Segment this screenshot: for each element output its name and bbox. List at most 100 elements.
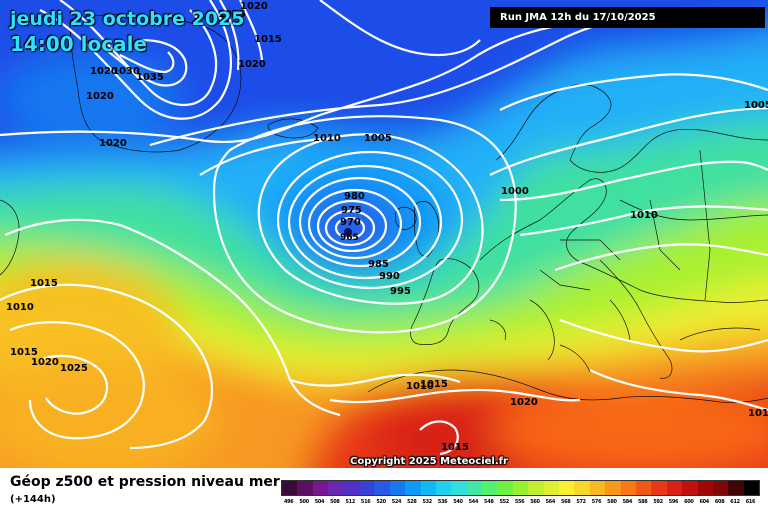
legend-swatch	[666, 481, 683, 495]
forecast-range: (+144h)	[10, 494, 56, 505]
legend-swatch	[405, 481, 421, 495]
isobar-label: 985	[368, 259, 389, 270]
isobar-label: 1005	[744, 100, 768, 111]
isobar-label: 1025	[60, 363, 88, 374]
legend-label: 524	[391, 499, 402, 505]
isobar-label: 1015	[748, 408, 768, 419]
legend-label: 544	[468, 499, 479, 505]
legend-swatch	[728, 481, 744, 495]
isobar-label: 1020	[90, 66, 118, 77]
legend-label: 536	[437, 499, 448, 505]
isobar-label: 990	[379, 271, 400, 282]
isobar-labels: 1020 1015 1015 1020 1020 1030 1035 1020 …	[6, 1, 768, 453]
legend-label: 516	[360, 499, 371, 505]
isobar-label: 1010	[630, 210, 658, 221]
legend-swatch	[343, 481, 359, 495]
legend-swatch	[497, 481, 513, 495]
legend-swatch	[559, 481, 575, 495]
legend-label: 572	[576, 499, 586, 505]
legend-label: 608	[714, 499, 725, 505]
legend-label: 576	[591, 499, 602, 505]
legend-label: 568	[561, 499, 571, 505]
legend-swatch	[682, 481, 698, 495]
legend-swatch	[435, 481, 452, 495]
legend-label: 616	[745, 499, 756, 505]
isobar-label: 980	[344, 191, 365, 202]
isobar-label: 1020	[86, 91, 114, 102]
isobar-label: 1030	[112, 66, 140, 77]
legend-swatch	[420, 481, 436, 495]
legend-label: 560	[530, 499, 540, 505]
isobar-label: 1020	[240, 1, 268, 12]
legend-label: 580	[607, 499, 617, 505]
legend-label: 532	[422, 499, 432, 505]
isobar-label: 1010	[406, 381, 434, 392]
legend-swatch	[297, 481, 313, 495]
legend-swatch	[282, 481, 298, 495]
legend-label: 596	[668, 499, 679, 505]
legend-label: 548	[484, 499, 494, 505]
legend-label: 528	[407, 499, 417, 505]
legend-label: 588	[637, 499, 648, 505]
legend-swatch	[743, 481, 760, 495]
legend-swatch	[697, 481, 713, 495]
legend-label: 584	[622, 499, 633, 505]
isobar-label: 1015	[30, 278, 58, 289]
legend-label: 508	[330, 499, 340, 505]
legend-label: 592	[653, 499, 663, 505]
legend-swatch	[358, 481, 375, 495]
legend-swatch	[543, 481, 560, 495]
legend-label: 500	[299, 499, 309, 505]
legend-swatch	[635, 481, 652, 495]
isobar-label: 995	[390, 286, 411, 297]
legend-label: 504	[314, 499, 325, 505]
weather-map: 1020 1015 1015 1020 1020 1030 1035 1020 …	[0, 0, 768, 468]
legend-label: 556	[514, 499, 525, 505]
low-center	[344, 228, 352, 236]
color-legend-bar	[281, 480, 761, 496]
isobar-label: 1020	[99, 138, 127, 149]
legend-label: 512	[345, 499, 356, 505]
isobar-label: 1015	[441, 442, 469, 453]
legend-swatch	[651, 481, 667, 495]
legend-swatch	[528, 481, 544, 495]
chart-title: Géop z500 et pression niveau mer	[10, 474, 280, 490]
legend-swatch	[374, 481, 390, 495]
isobar-label: 1015	[420, 379, 448, 390]
legend-swatch	[605, 481, 621, 495]
legend-label: 552	[499, 499, 509, 505]
isobars	[0, 0, 768, 454]
legend-swatch	[482, 481, 498, 495]
legend-label: 604	[699, 499, 710, 505]
low-center-label: 965	[340, 233, 359, 243]
map-footer: Géop z500 et pression niveau mer (+144h)…	[0, 468, 768, 512]
legend-swatch	[328, 481, 344, 495]
legend-swatch	[466, 481, 483, 495]
legend-label: 540	[453, 499, 463, 505]
isobar-label: 1005	[364, 133, 392, 144]
legend-swatch	[712, 481, 729, 495]
legend-label: 600	[684, 499, 694, 505]
color-legend-labels: 496 500 504 508 512 516 520 524 528 532 536 540 544 5…	[281, 499, 758, 509]
isobar-label: 1015	[218, 9, 246, 20]
isobar-label: 1020	[510, 397, 538, 408]
forecast-date-title: jeudi 23 octobre 2025	[10, 8, 245, 30]
legend-swatch	[389, 481, 406, 495]
isobar-label: 1010	[313, 133, 341, 144]
model-run-label: Run JMA 12h du 17/10/2025	[490, 7, 765, 28]
legend-swatch	[312, 481, 329, 495]
isobar-label: 1015	[10, 347, 38, 358]
legend-swatch	[620, 481, 636, 495]
isobar-label: 1020	[31, 357, 59, 368]
coastlines	[0, 14, 768, 403]
legend-label: 520	[376, 499, 386, 505]
isobar-label: 1035	[136, 72, 164, 83]
weather-map-svg: 1020 1015 1015 1020 1020 1030 1035 1020 …	[0, 0, 768, 468]
legend-label: 612	[730, 499, 740, 505]
forecast-time-title: 14:00 locale	[10, 32, 147, 56]
legend-swatch	[574, 481, 590, 495]
copyright-text: Copyright 2025 Meteociel.fr	[350, 456, 508, 467]
legend-swatch	[451, 481, 467, 495]
isobar-label: 975	[341, 205, 362, 216]
legend-label: 496	[283, 499, 294, 505]
